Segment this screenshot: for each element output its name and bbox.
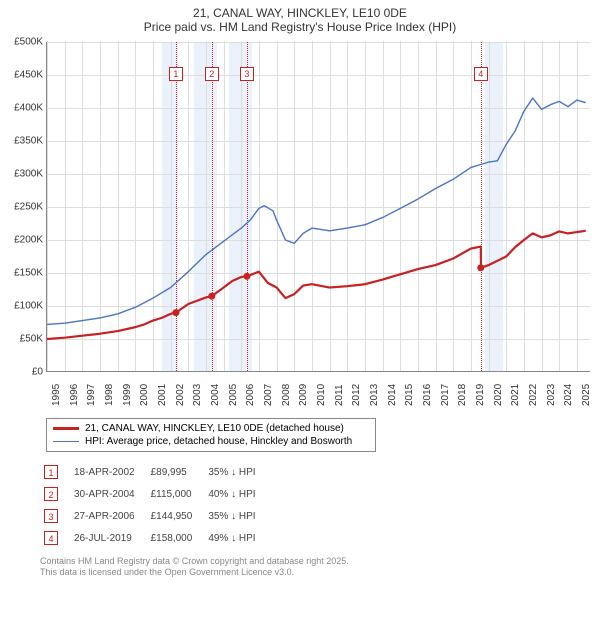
x-axis-label: 1998 <box>104 384 115 406</box>
event-price: £89,995 <box>151 462 207 482</box>
chart-area: £0 £50K £100K £150K £200K £250K £300K £350K £400… <box>6 38 594 414</box>
x-axis-label: 2019 <box>475 384 486 406</box>
event-date: 27-APR-2006 <box>74 506 149 526</box>
x-axis-label: 2022 <box>528 384 539 406</box>
x-axis-label: 2000 <box>139 384 150 406</box>
x-axis-label: 2020 <box>493 384 504 406</box>
plot: £0£50K£100K£150K£200K£250K£300K£350K£400… <box>46 42 590 372</box>
x-axis-label: 2017 <box>440 384 451 406</box>
x-axis-label: 2025 <box>581 384 592 406</box>
y-axis-label: £400K <box>7 103 43 114</box>
table-row: 4 26-JUL-2019£158,00049% ↓ HPI <box>44 528 270 548</box>
x-axis-label: 2014 <box>387 384 398 406</box>
series-svg <box>47 42 591 372</box>
x-axis-label: 2015 <box>404 384 415 406</box>
event-delta: 35% ↓ HPI <box>208 462 269 482</box>
y-axis-label: £350K <box>7 136 43 147</box>
legend-row: HPI: Average price, detached house, Hinc… <box>53 435 369 448</box>
x-axis-label: 2010 <box>316 384 327 406</box>
x-axis-label: 2007 <box>263 384 274 406</box>
x-axis-label: 2018 <box>457 384 468 406</box>
x-axis-label: 2009 <box>298 384 309 406</box>
x-axis-label: 2012 <box>351 384 362 406</box>
x-axis-label: 1996 <box>69 384 80 406</box>
y-axis-label: £0 <box>7 367 43 378</box>
legend: 21, CANAL WAY, HINCKLEY, LE10 0DE (detac… <box>46 418 376 452</box>
event-delta: 35% ↓ HPI <box>208 506 269 526</box>
legend-label: 21, CANAL WAY, HINCKLEY, LE10 0DE (detac… <box>85 423 344 434</box>
y-axis-label: £50K <box>7 334 43 345</box>
x-axis-label: 2001 <box>157 384 168 406</box>
x-axis-label: 2013 <box>369 384 380 406</box>
x-axis-label: 2005 <box>228 384 239 406</box>
x-axis-label: 2006 <box>245 384 256 406</box>
chart-title-block: 21, CANAL WAY, HINCKLEY, LE10 0DE Price … <box>6 6 594 34</box>
table-row: 2 30-APR-2004£115,00040% ↓ HPI <box>44 484 270 504</box>
y-axis-label: £150K <box>7 268 43 279</box>
y-axis-label: £100K <box>7 301 43 312</box>
event-date: 26-JUL-2019 <box>74 528 149 548</box>
event-price: £115,000 <box>151 484 207 504</box>
x-axis-label: 2016 <box>422 384 433 406</box>
event-marker: 3 <box>44 509 58 523</box>
legend-label: HPI: Average price, detached house, Hinc… <box>85 436 352 447</box>
event-price: £144,950 <box>151 506 207 526</box>
legend-swatch <box>53 427 79 430</box>
legend-swatch <box>53 441 79 443</box>
event-delta: 49% ↓ HPI <box>208 528 269 548</box>
x-axis-label: 1997 <box>86 384 97 406</box>
x-axis-label: 2003 <box>192 384 203 406</box>
x-axis-label: 2011 <box>334 384 345 406</box>
event-marker: 2 <box>44 487 58 501</box>
y-axis-label: £250K <box>7 202 43 213</box>
legend-row: 21, CANAL WAY, HINCKLEY, LE10 0DE (detac… <box>53 422 369 435</box>
x-axis-label: 2024 <box>563 384 574 406</box>
y-axis-label: £200K <box>7 235 43 246</box>
title-subtitle: Price paid vs. HM Land Registry's House … <box>6 20 594 34</box>
table-row: 3 27-APR-2006£144,95035% ↓ HPI <box>44 506 270 526</box>
event-delta: 40% ↓ HPI <box>208 484 269 504</box>
events-table: 118-APR-2002£89,99535% ↓ HPI230-APR-2004… <box>42 460 272 550</box>
footer-line2: This data is licensed under the Open Gov… <box>40 567 594 578</box>
y-axis-label: £500K <box>7 37 43 48</box>
event-marker: 4 <box>44 531 58 545</box>
footer-line1: Contains HM Land Registry data © Crown c… <box>40 556 594 567</box>
event-date: 30-APR-2004 <box>74 484 149 504</box>
x-axis-label: 2008 <box>281 384 292 406</box>
x-axis-label: 1999 <box>122 384 133 406</box>
table-row: 1 18-APR-2002£89,99535% ↓ HPI <box>44 462 270 482</box>
y-axis-label: £450K <box>7 70 43 81</box>
event-date: 18-APR-2002 <box>74 462 149 482</box>
event-price: £158,000 <box>151 528 207 548</box>
y-axis-label: £300K <box>7 169 43 180</box>
footer: Contains HM Land Registry data © Crown c… <box>40 556 594 578</box>
x-axis-label: 2021 <box>510 384 521 406</box>
x-axis-label: 2023 <box>546 384 557 406</box>
x-axis-label: 2004 <box>210 384 221 406</box>
x-axis-label: 2002 <box>175 384 186 406</box>
x-axis-label: 1995 <box>51 384 62 406</box>
title-address: 21, CANAL WAY, HINCKLEY, LE10 0DE <box>6 6 594 20</box>
event-marker: 1 <box>44 465 58 479</box>
